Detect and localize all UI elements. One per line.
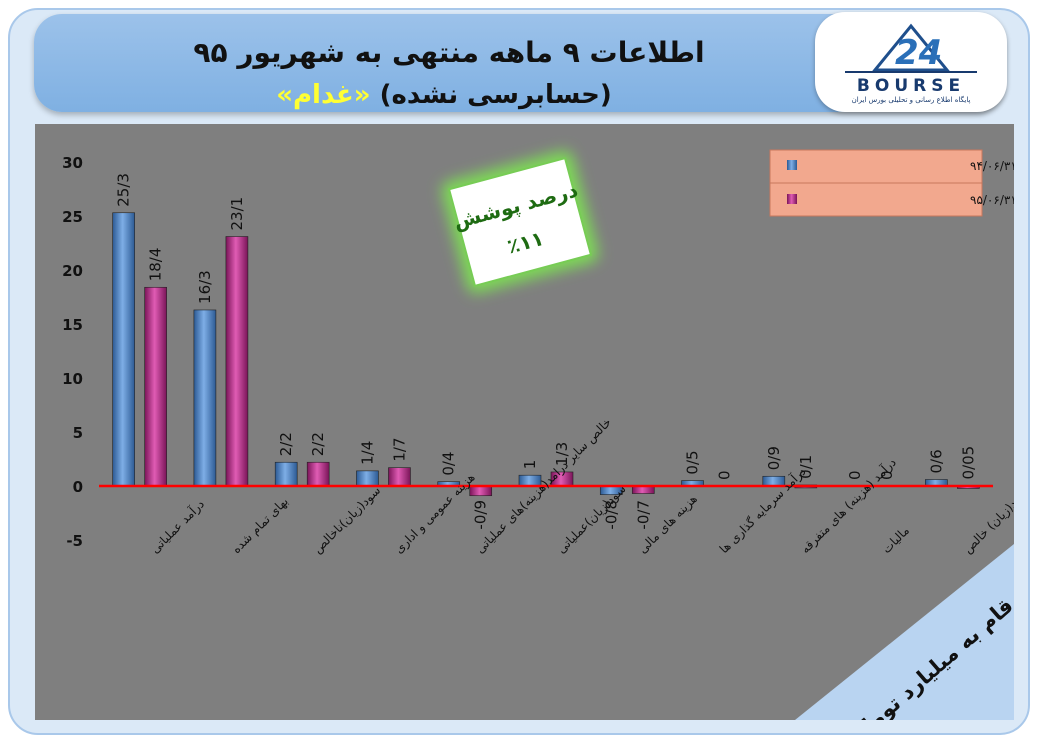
bar-series-2 bbox=[306, 461, 330, 487]
value-label: 0 bbox=[878, 470, 896, 480]
y-tick-label: 0 bbox=[73, 478, 83, 496]
value-label: -0/9 bbox=[472, 500, 490, 530]
subtitle-audit-note: (حسابرسی نشده) bbox=[379, 80, 612, 110]
y-tick-label: 30 bbox=[62, 154, 83, 172]
svg-text:24: 24 bbox=[895, 33, 942, 73]
value-label: 0/9 bbox=[765, 446, 783, 470]
bar-series-2 bbox=[469, 485, 493, 497]
bar-series-2 bbox=[225, 236, 249, 487]
bars bbox=[112, 212, 980, 497]
value-label: 0/5 bbox=[684, 450, 702, 474]
bar-series-1 bbox=[193, 309, 217, 487]
value-label: 1/4 bbox=[358, 441, 376, 465]
plot-area: 30 25 20 15 10 5 0 -5 25/3 18/4 16/3 23/1 2/2 2/2 1/4… bbox=[35, 124, 1038, 743]
logo-wordmark: BOURSE bbox=[856, 76, 966, 96]
legend-swatch-series-2 bbox=[787, 194, 797, 204]
value-label: 1/7 bbox=[390, 437, 408, 461]
value-label: 1 bbox=[521, 460, 539, 470]
value-label: -0/8 bbox=[602, 500, 620, 530]
y-tick-label: -5 bbox=[66, 532, 83, 550]
subtitle-symbol: «غدام» bbox=[276, 80, 371, 110]
24-bourse-logo-icon: 24 bbox=[845, 23, 977, 73]
y-tick-label: 15 bbox=[62, 316, 83, 334]
value-label: 0/4 bbox=[440, 452, 458, 476]
bar-series-1 bbox=[274, 461, 298, 487]
bar-series-1 bbox=[356, 470, 379, 487]
legend-label-series-2: ۹ ماهه منتهی به ۹۵/۰۶/۳۱ bbox=[970, 193, 1014, 207]
value-label: 0 bbox=[716, 470, 734, 480]
y-axis: 30 25 20 15 10 5 0 -5 bbox=[62, 154, 83, 550]
value-label: 2/2 bbox=[309, 432, 327, 456]
value-label: 0/6 bbox=[927, 449, 945, 473]
bar-series-2 bbox=[144, 286, 167, 487]
bar-series-2 bbox=[388, 467, 411, 487]
value-labels: 25/3 18/4 16/3 23/1 2/2 2/2 1/4 1/7 0/4 -0/9 1 1/3 -… bbox=[115, 173, 978, 529]
legend-label-series-1: ۹ ماهه منتهی به ۹۴/۰۶/۳۱ bbox=[970, 159, 1014, 173]
bar-series-1 bbox=[112, 212, 135, 487]
value-label: 25/3 bbox=[115, 173, 133, 207]
chart-subtitle: (حسابرسی نشده) «غدام» bbox=[194, 80, 694, 110]
y-tick-label: 20 bbox=[62, 262, 83, 280]
value-label: 23/1 bbox=[228, 197, 246, 231]
bourse-logo: 24 BOURSE پایگاه اطلاع رسانی و تحلیلی بو… bbox=[815, 12, 1007, 112]
x-tick-label: سود(زیان) خالص bbox=[961, 486, 1014, 557]
x-tick-label: درآمد عملیاتی bbox=[147, 496, 208, 557]
legend-swatch-series-1 bbox=[787, 160, 797, 170]
units-banner: ارقام به میلیارد تومان bbox=[795, 544, 1032, 743]
x-tick-label: مالیات bbox=[879, 523, 912, 556]
value-label: -0/7 bbox=[634, 500, 652, 530]
value-label: 0 bbox=[846, 470, 864, 480]
value-label: 1/3 bbox=[553, 442, 571, 466]
y-tick-label: 25 bbox=[62, 208, 83, 226]
value-label: 0/1 bbox=[797, 455, 815, 479]
value-label: 0/05 bbox=[959, 446, 977, 480]
value-label: 16/3 bbox=[196, 270, 214, 304]
value-label: 18/4 bbox=[147, 248, 165, 282]
legend: ۹ ماهه منتهی به ۹۴/۰۶/۳۱ ۹ ماهه منتهی به… bbox=[769, 149, 1038, 217]
x-tick-label: بهای تمام شده bbox=[229, 494, 291, 556]
coverage-callout: درصد پوشش ٪۱۱ bbox=[441, 150, 599, 294]
logo-subtitle: پایگاه اطلاع رسانی و تحلیلی بورس ایران bbox=[851, 96, 971, 104]
y-tick-label: 5 bbox=[73, 424, 83, 442]
y-tick-label: 10 bbox=[62, 370, 83, 388]
x-tick-label: سود(زیان)ناخالص bbox=[310, 483, 384, 557]
chart-title: اطلاعات ۹ ماهه منتهی به شهریور ۹۵ bbox=[193, 36, 705, 69]
value-label: 2/2 bbox=[277, 432, 295, 456]
